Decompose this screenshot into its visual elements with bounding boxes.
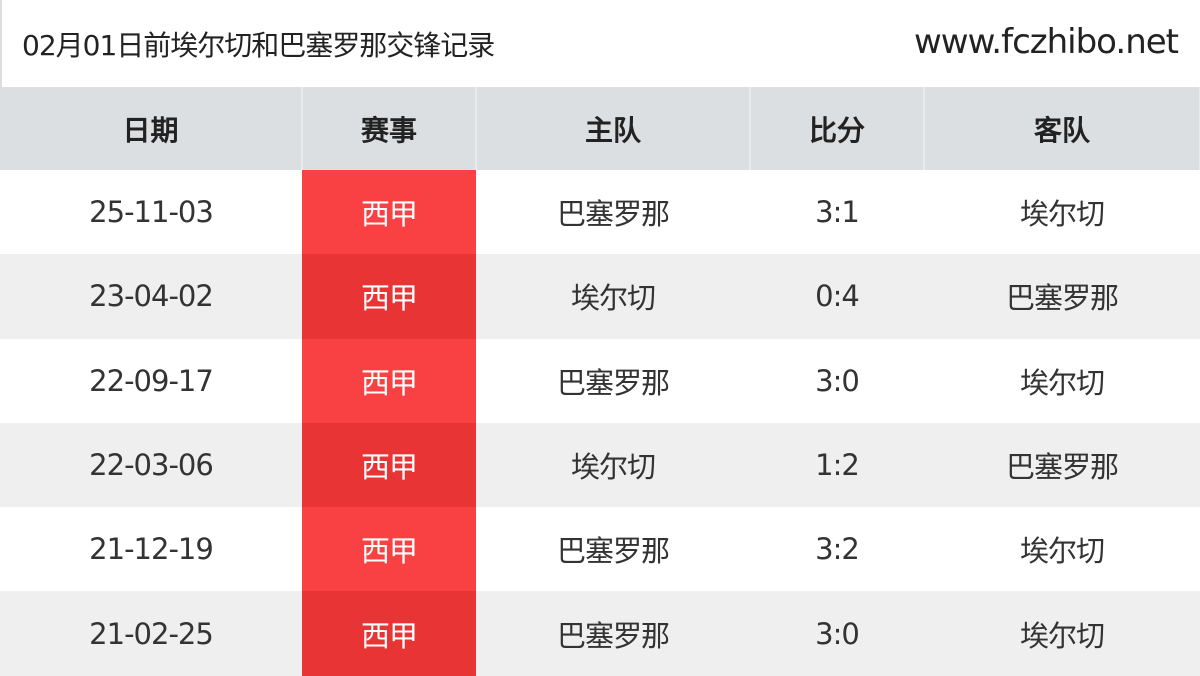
head-to-head-table: 日期 赛事 主队 比分 客队 25-11-03 西甲 巴塞罗那 3:1 埃尔切 23-04… [0, 87, 1200, 676]
home-team: 埃尔切 [476, 422, 750, 508]
competition-badge: 西甲 [302, 507, 476, 592]
home-team: 巴塞罗那 [556, 365, 670, 400]
title-bar: 02月01日前埃尔切和巴塞罗那交锋记录 www.fczhibo.net [0, 0, 1200, 87]
competition-badge: 西甲 [302, 338, 476, 423]
score: 3:0 [815, 363, 860, 398]
away-team: 埃尔切 [1019, 197, 1105, 232]
away-team: 巴塞罗那 [924, 254, 1200, 339]
page-title: 02月01日前埃尔切和巴塞罗那交锋记录 [22, 29, 495, 62]
date-cell: 25-11-03 [89, 195, 214, 230]
date-cell: 21-02-25 [0, 591, 302, 676]
away-team: 埃尔切 [924, 591, 1200, 676]
score: 3:2 [815, 532, 860, 567]
date-cell: 22-03-06 [0, 422, 302, 508]
table-row: 22-03-06 西甲 埃尔切 1:2 巴塞罗那 [0, 422, 1200, 508]
col-away: 客队 [924, 87, 1200, 170]
date-cell: 21-12-19 [89, 532, 214, 567]
score: 1:2 [750, 422, 924, 508]
col-competition: 赛事 [302, 87, 477, 170]
competition-badge: 西甲 [302, 254, 476, 339]
score: 0:4 [750, 254, 924, 339]
competition-badge: 西甲 [302, 422, 476, 508]
home-team: 埃尔切 [476, 254, 750, 339]
score: 3:1 [815, 195, 860, 230]
competition-badge: 西甲 [302, 591, 476, 676]
site-url[interactable]: www.fczhibo.net [913, 22, 1179, 62]
away-team: 埃尔切 [1019, 365, 1105, 400]
score: 3:0 [750, 591, 924, 676]
table-row: 23-04-02 西甲 埃尔切 0:4 巴塞罗那 [0, 254, 1200, 339]
home-team: 巴塞罗那 [556, 197, 670, 232]
competition-badge: 西甲 [302, 170, 476, 255]
table-row: 21-02-25 西甲 巴塞罗那 3:0 埃尔切 [0, 591, 1200, 676]
away-team: 巴塞罗那 [924, 422, 1200, 508]
home-team: 巴塞罗那 [556, 534, 670, 569]
date-cell: 23-04-02 [0, 254, 302, 339]
col-score: 比分 [750, 87, 925, 170]
table-row: 22-09-17 西甲 巴塞罗那 3:0 埃尔切 [0, 338, 1200, 423]
table-row: 25-11-03 西甲 巴塞罗那 3:1 埃尔切 [0, 170, 1200, 255]
table-header: 日期 赛事 主队 比分 客队 [0, 87, 1200, 170]
table-row: 21-12-19 西甲 巴塞罗那 3:2 埃尔切 [0, 507, 1200, 592]
home-team: 巴塞罗那 [476, 591, 750, 676]
col-home: 主队 [476, 87, 751, 170]
date-cell: 22-09-17 [89, 363, 214, 398]
col-date: 日期 [0, 87, 303, 170]
away-team: 埃尔切 [1019, 534, 1105, 569]
